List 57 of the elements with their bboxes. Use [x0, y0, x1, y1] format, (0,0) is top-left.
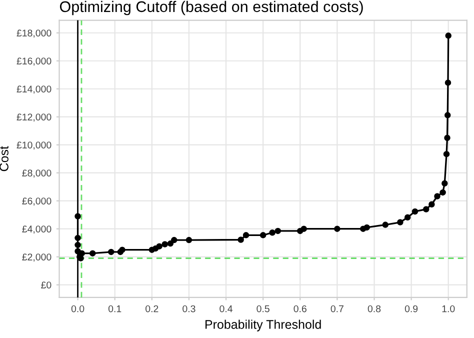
- point: [171, 236, 178, 244]
- point: [382, 222, 388, 228]
- point: [364, 224, 370, 231]
- point: [412, 208, 418, 215]
- point: [300, 226, 307, 232]
- point: [74, 234, 81, 242]
- point: [444, 134, 450, 141]
- point: [167, 240, 174, 247]
- y-tick-label: £4,000: [22, 226, 52, 234]
- point: [242, 232, 250, 238]
- point: [444, 112, 451, 118]
- x-axis-title: Probability Threshold: [206, 320, 321, 332]
- y-tick-label: £6,000: [22, 198, 52, 206]
- x-tick-label: 0.1: [108, 305, 122, 312]
- point: [186, 236, 192, 244]
- point: [434, 193, 440, 200]
- point: [397, 219, 404, 226]
- point: [74, 213, 81, 220]
- x-tick-label: 0.8: [368, 305, 381, 312]
- point: [162, 241, 168, 248]
- x-tick-label: 0.3: [182, 305, 196, 312]
- y-tick-label: £14,000: [16, 86, 52, 94]
- point: [440, 189, 446, 196]
- point: [108, 248, 114, 256]
- point: [443, 150, 450, 158]
- x-tick-label: 1.0: [442, 305, 455, 312]
- point: [428, 201, 435, 208]
- x-tick-label: 0.0: [71, 305, 84, 312]
- point: [156, 243, 162, 250]
- x-tick-label: 0.5: [256, 305, 270, 312]
- y-tick-label: £0: [41, 282, 52, 288]
- point: [260, 232, 266, 238]
- point: [119, 246, 126, 253]
- point: [74, 242, 81, 248]
- point: [274, 228, 282, 234]
- x-tick-label: 0.6: [294, 305, 306, 312]
- y-tick-label: £16,000: [16, 58, 52, 66]
- x-tick-label: 0.7: [330, 305, 344, 312]
- point: [269, 230, 276, 236]
- point: [444, 80, 452, 86]
- x-tick-label: 0.4: [220, 305, 232, 312]
- point: [442, 180, 448, 186]
- point: [334, 226, 340, 232]
- x-tick-label: 0.2: [146, 305, 158, 312]
- x-tick-label: 0.9: [404, 305, 418, 312]
- point: [404, 214, 411, 220]
- y-tick-label: £18,000: [16, 30, 52, 38]
- point: [238, 236, 244, 243]
- y-tick-label: £8,000: [22, 170, 52, 178]
- y-axis-title: Cost: [0, 146, 8, 172]
- point: [89, 250, 96, 256]
- chart-title: Optimizing Cutoff (based on estimated costs): [60, 0, 363, 16]
- point: [423, 206, 430, 212]
- y-tick-label: £12,000: [16, 114, 52, 122]
- y-tick-label: £2,000: [22, 254, 52, 262]
- y-tick-label: £10,000: [16, 142, 52, 150]
- point: [445, 32, 452, 39]
